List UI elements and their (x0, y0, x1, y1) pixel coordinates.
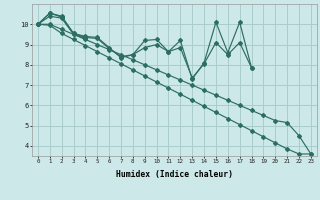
X-axis label: Humidex (Indice chaleur): Humidex (Indice chaleur) (116, 170, 233, 179)
